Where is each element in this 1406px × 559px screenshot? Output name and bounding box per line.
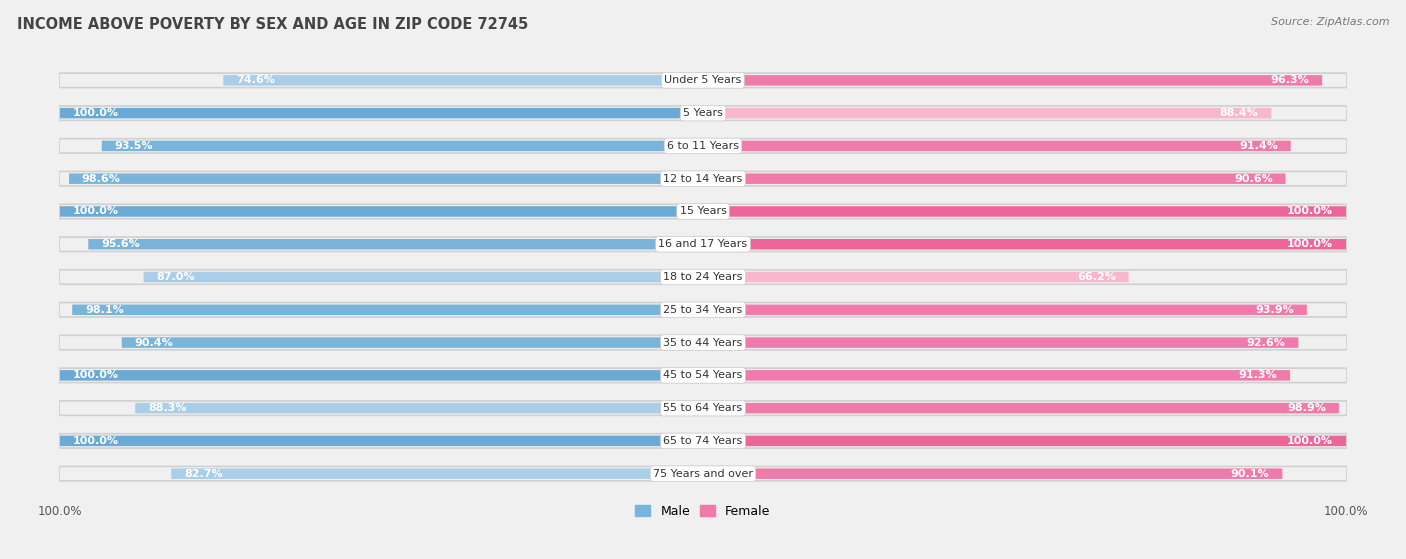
FancyBboxPatch shape (60, 270, 1346, 284)
FancyBboxPatch shape (60, 107, 1346, 120)
Text: 100.0%: 100.0% (73, 371, 120, 380)
FancyBboxPatch shape (60, 302, 1346, 317)
FancyBboxPatch shape (172, 468, 703, 479)
FancyBboxPatch shape (60, 402, 1346, 414)
Text: 100.0%: 100.0% (1286, 436, 1333, 446)
Legend: Male, Female: Male, Female (630, 500, 776, 523)
FancyBboxPatch shape (60, 335, 1346, 350)
Text: 65 to 74 Years: 65 to 74 Years (664, 436, 742, 446)
FancyBboxPatch shape (60, 271, 1346, 283)
FancyBboxPatch shape (703, 141, 1291, 151)
Text: 88.4%: 88.4% (1220, 108, 1258, 118)
Text: 45 to 54 Years: 45 to 54 Years (664, 371, 742, 380)
FancyBboxPatch shape (60, 304, 1346, 316)
Text: 82.7%: 82.7% (184, 468, 222, 479)
Text: 98.6%: 98.6% (82, 174, 121, 184)
Text: 96.3%: 96.3% (1271, 75, 1309, 86)
FancyBboxPatch shape (89, 239, 703, 249)
Text: 90.1%: 90.1% (1230, 468, 1270, 479)
FancyBboxPatch shape (60, 401, 1346, 415)
FancyBboxPatch shape (60, 238, 1346, 250)
Text: 95.6%: 95.6% (101, 239, 141, 249)
FancyBboxPatch shape (60, 205, 1346, 217)
Text: 15 Years: 15 Years (679, 206, 727, 216)
Text: 98.9%: 98.9% (1286, 403, 1326, 413)
Text: 100.0%: 100.0% (73, 206, 120, 216)
FancyBboxPatch shape (143, 272, 703, 282)
Text: 93.5%: 93.5% (115, 141, 153, 151)
FancyBboxPatch shape (60, 435, 1346, 447)
Text: Source: ZipAtlas.com: Source: ZipAtlas.com (1271, 17, 1389, 27)
FancyBboxPatch shape (60, 140, 1346, 152)
FancyBboxPatch shape (60, 466, 1346, 481)
FancyBboxPatch shape (60, 206, 703, 217)
Text: 66.2%: 66.2% (1077, 272, 1116, 282)
FancyBboxPatch shape (60, 337, 1346, 349)
FancyBboxPatch shape (703, 173, 1285, 184)
Text: 93.9%: 93.9% (1256, 305, 1294, 315)
FancyBboxPatch shape (60, 237, 1346, 252)
FancyBboxPatch shape (703, 370, 1291, 381)
Text: 91.4%: 91.4% (1239, 141, 1278, 151)
Text: 90.6%: 90.6% (1234, 174, 1272, 184)
Text: 87.0%: 87.0% (156, 272, 195, 282)
Text: 12 to 14 Years: 12 to 14 Years (664, 174, 742, 184)
Text: Under 5 Years: Under 5 Years (665, 75, 741, 86)
FancyBboxPatch shape (703, 468, 1282, 479)
Text: 100.0%: 100.0% (1286, 206, 1333, 216)
Text: 74.6%: 74.6% (236, 75, 276, 86)
Text: 90.4%: 90.4% (135, 338, 173, 348)
Text: 75 Years and over: 75 Years and over (652, 468, 754, 479)
Text: 92.6%: 92.6% (1247, 338, 1285, 348)
Text: 6 to 11 Years: 6 to 11 Years (666, 141, 740, 151)
FancyBboxPatch shape (60, 368, 1346, 382)
FancyBboxPatch shape (60, 435, 703, 446)
FancyBboxPatch shape (60, 434, 1346, 448)
FancyBboxPatch shape (60, 172, 1346, 186)
FancyBboxPatch shape (72, 305, 703, 315)
FancyBboxPatch shape (60, 467, 1346, 480)
Text: 100.0%: 100.0% (73, 108, 120, 118)
FancyBboxPatch shape (224, 75, 703, 86)
FancyBboxPatch shape (135, 403, 703, 413)
Text: 18 to 24 Years: 18 to 24 Years (664, 272, 742, 282)
FancyBboxPatch shape (101, 141, 703, 151)
FancyBboxPatch shape (60, 74, 1346, 87)
FancyBboxPatch shape (69, 173, 703, 184)
Text: 5 Years: 5 Years (683, 108, 723, 118)
FancyBboxPatch shape (60, 204, 1346, 219)
FancyBboxPatch shape (703, 435, 1346, 446)
FancyBboxPatch shape (703, 239, 1346, 249)
Text: 55 to 64 Years: 55 to 64 Years (664, 403, 742, 413)
FancyBboxPatch shape (60, 106, 1346, 120)
Text: 98.1%: 98.1% (86, 305, 124, 315)
FancyBboxPatch shape (60, 369, 1346, 382)
FancyBboxPatch shape (60, 139, 1346, 153)
Text: 100.0%: 100.0% (1286, 239, 1333, 249)
Text: 100.0%: 100.0% (73, 436, 120, 446)
Text: 88.3%: 88.3% (148, 403, 187, 413)
Text: 35 to 44 Years: 35 to 44 Years (664, 338, 742, 348)
FancyBboxPatch shape (703, 272, 1129, 282)
FancyBboxPatch shape (122, 337, 703, 348)
FancyBboxPatch shape (703, 206, 1346, 217)
FancyBboxPatch shape (703, 305, 1306, 315)
FancyBboxPatch shape (60, 108, 703, 119)
FancyBboxPatch shape (703, 75, 1322, 86)
Text: 16 and 17 Years: 16 and 17 Years (658, 239, 748, 249)
FancyBboxPatch shape (60, 173, 1346, 185)
FancyBboxPatch shape (703, 403, 1339, 413)
FancyBboxPatch shape (703, 108, 1271, 119)
Text: INCOME ABOVE POVERTY BY SEX AND AGE IN ZIP CODE 72745: INCOME ABOVE POVERTY BY SEX AND AGE IN Z… (17, 17, 529, 32)
FancyBboxPatch shape (60, 370, 703, 381)
FancyBboxPatch shape (60, 73, 1346, 88)
Text: 25 to 34 Years: 25 to 34 Years (664, 305, 742, 315)
Text: 91.3%: 91.3% (1239, 371, 1277, 380)
FancyBboxPatch shape (703, 337, 1298, 348)
